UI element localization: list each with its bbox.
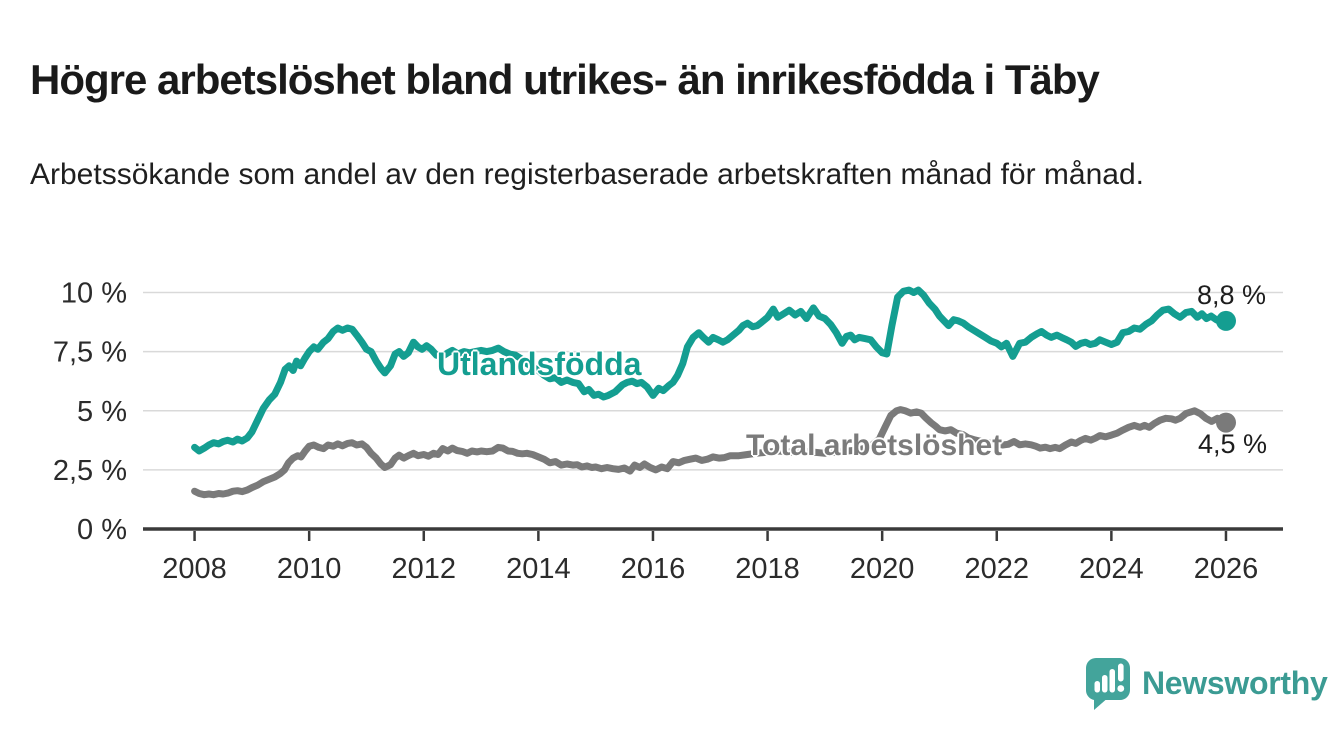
- chart-subtitle: Arbetssökande som andel av den registerb…: [30, 158, 1144, 191]
- x-axis-tick-label: 2014: [506, 553, 571, 585]
- y-axis-tick-label: 10 %: [61, 278, 127, 310]
- newsworthy-logo: Newsworthy: [1085, 657, 1328, 710]
- bar-chart-speech-bubble-icon: [1086, 658, 1130, 710]
- x-axis-tick-label: 2010: [277, 553, 342, 585]
- x-axis-tick-label: 2022: [965, 553, 1030, 585]
- x-axis-tick-label: 2008: [162, 553, 227, 585]
- x-axis-tick-label: 2016: [621, 553, 686, 585]
- y-axis-tick-label: 0 %: [77, 514, 127, 546]
- series-label-total-arbetsloshet: Total arbetslöshet: [746, 429, 1003, 462]
- y-axis-tick-label: 7,5 %: [53, 337, 127, 369]
- series-line-utlandsf-dda: [191, 286, 1230, 455]
- newsworthy-logo-text: Newsworthy: [1142, 665, 1328, 701]
- x-axis-tick-label: 2026: [1194, 553, 1259, 585]
- y-axis-tick-label: 5 %: [77, 396, 127, 428]
- x-axis-tick-label: 2020: [850, 553, 915, 585]
- x-axis-tick-label: 2024: [1079, 553, 1144, 585]
- series-line-total-arbetsl-shet: [191, 406, 1230, 499]
- x-axis-tick-label: 2018: [735, 553, 800, 585]
- chart-title: Högre arbetslöshet bland utrikes- än inr…: [30, 56, 1100, 104]
- series-end-dot: [1216, 412, 1236, 433]
- series-end-dot: [1216, 310, 1236, 331]
- series-label-utlandsfodda: Utlandsfödda: [437, 346, 642, 382]
- end-value-label-total: 4,5 %: [1198, 429, 1268, 459]
- end-value-label-utlandsfodda: 8,8 %: [1197, 280, 1267, 310]
- y-axis-tick-label: 2,5 %: [53, 455, 127, 487]
- x-axis-tick-label: 2012: [392, 553, 457, 585]
